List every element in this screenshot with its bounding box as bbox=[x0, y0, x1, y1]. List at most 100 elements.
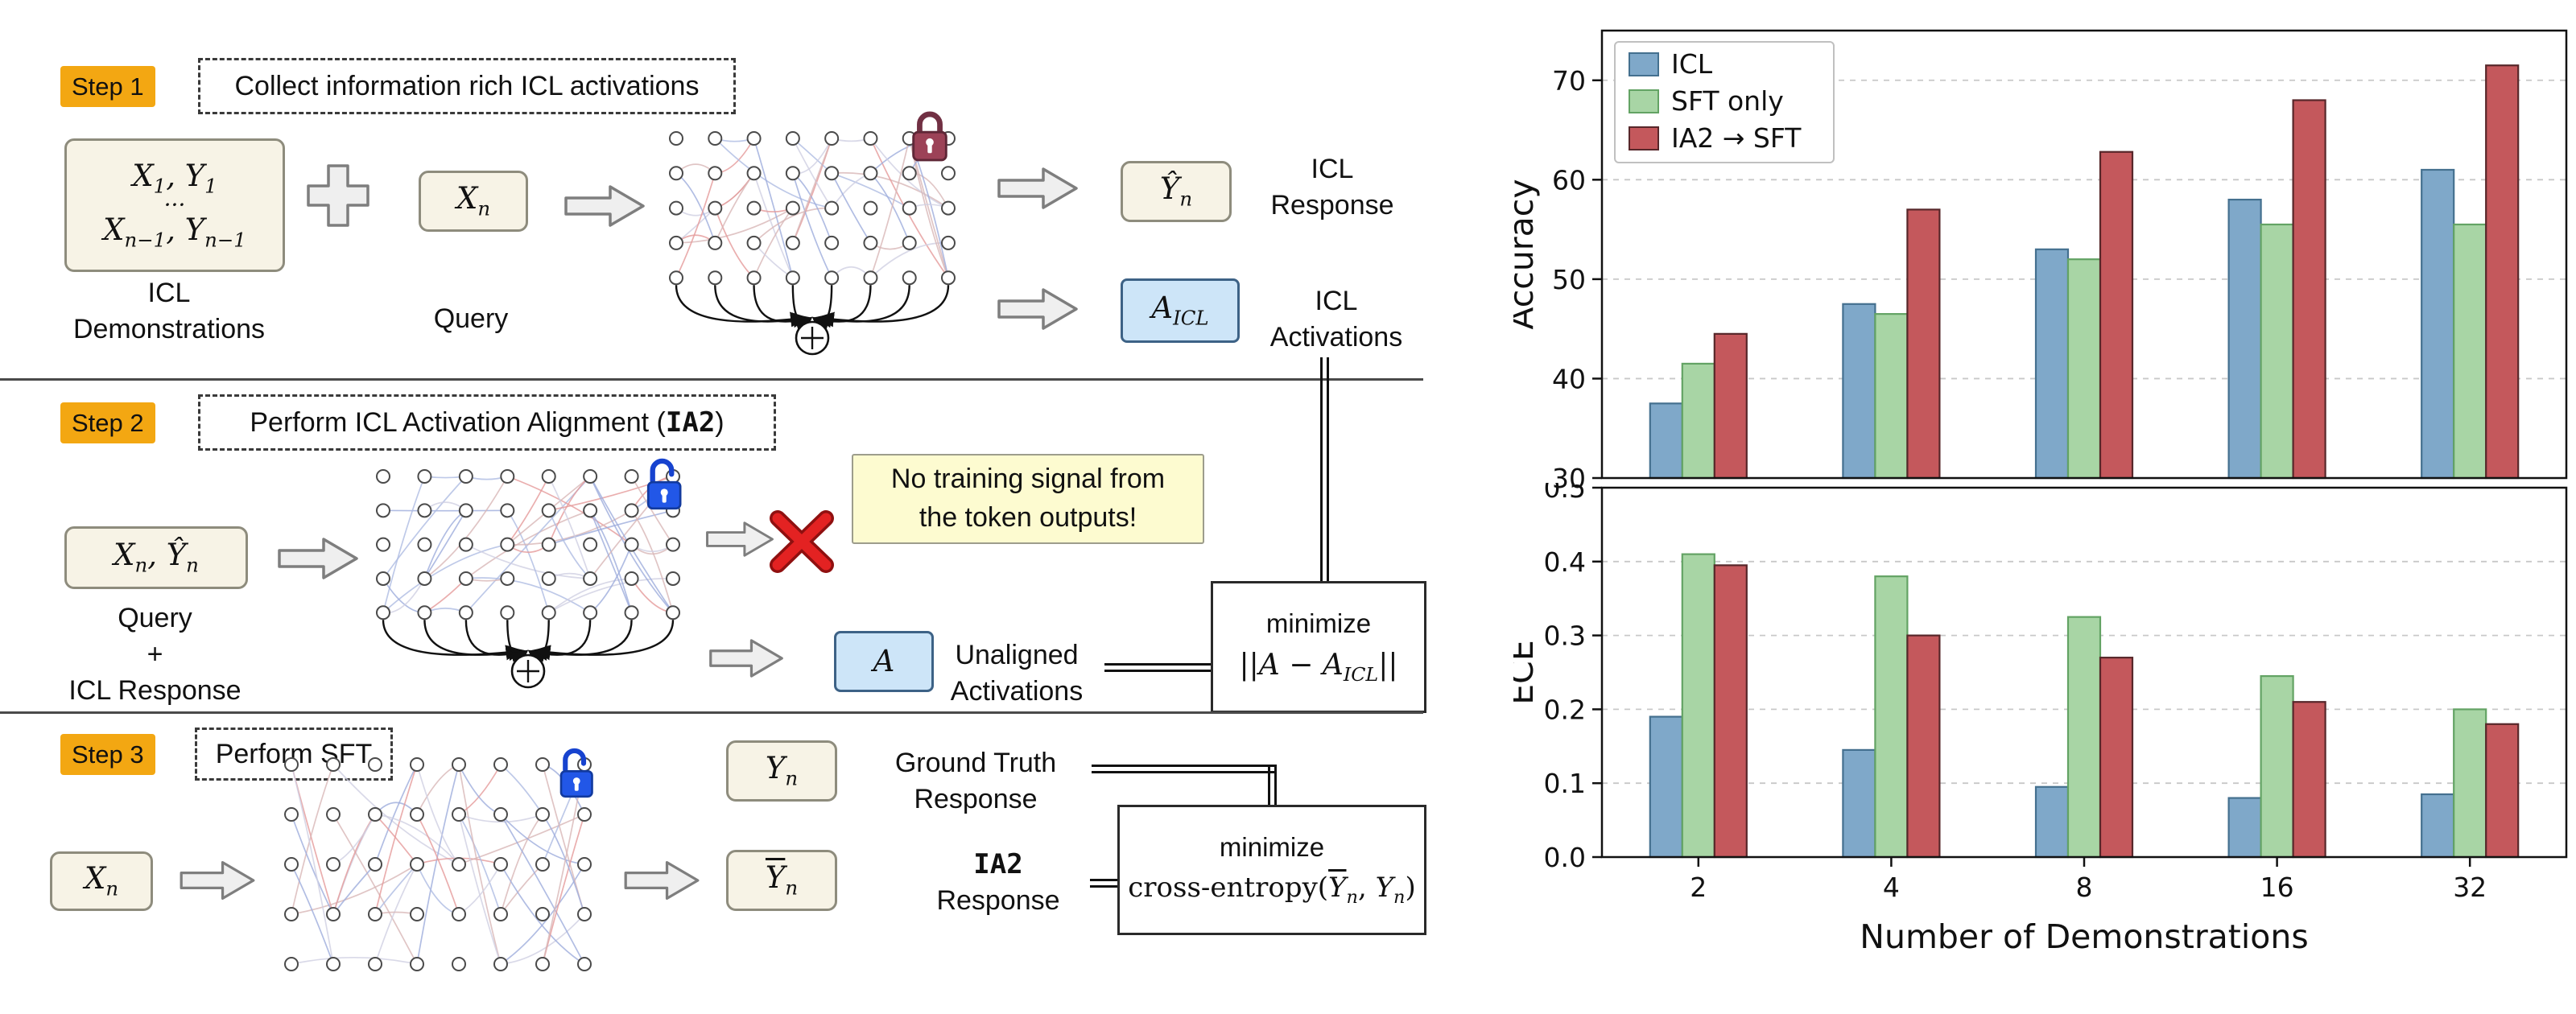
icl-response-value: Ŷn bbox=[1159, 171, 1193, 211]
accuracy-chart: 30 40 50 60 70 Accuracy ICL SFT only IA2 → SFT bbox=[1513, 29, 2568, 489]
query-value: Xn bbox=[456, 181, 491, 221]
no-training-signal-note: No training signal from the token output… bbox=[852, 454, 1204, 544]
svg-text:IA2 → SFT: IA2 → SFT bbox=[1671, 122, 1802, 154]
results-charts: 30 40 50 60 70 Accuracy ICL SFT only IA2 → SFT 2… bbox=[1513, 0, 2576, 1014]
sft-output-box: Yn bbox=[726, 850, 837, 911]
ia2-loss-expression: ||A − AICL|| bbox=[1239, 648, 1398, 686]
step2-title: Perform ICL Activation Alignment (IA2) bbox=[198, 394, 776, 451]
ia2-code: IA2 bbox=[665, 406, 716, 439]
svg-text:0.0: 0.0 bbox=[1544, 842, 1586, 873]
lock-closed-icon bbox=[906, 106, 953, 166]
label-line: ICL bbox=[147, 278, 191, 308]
minimize-title: minimize bbox=[1219, 831, 1325, 862]
label-line: Demonstrations bbox=[72, 313, 266, 344]
svg-text:50: 50 bbox=[1552, 264, 1586, 295]
svg-text:40: 40 bbox=[1552, 363, 1586, 394]
sft-loss-expression: cross-entropy(Yn, Yn) bbox=[1128, 871, 1416, 908]
minimize-title: minimize bbox=[1265, 608, 1372, 638]
svg-text:32: 32 bbox=[2453, 872, 2487, 903]
connector-double-line bbox=[1268, 765, 1277, 805]
flow-arrow-icon bbox=[277, 534, 359, 583]
ground-truth-label: Ground Truth Response bbox=[863, 745, 1088, 818]
svg-text:16: 16 bbox=[2260, 872, 2294, 903]
svg-text:60: 60 bbox=[1552, 164, 1586, 196]
query-response-label: Query + ICL Response bbox=[52, 600, 258, 709]
query-box: Xn bbox=[419, 171, 528, 232]
lock-open-icon bbox=[555, 742, 601, 803]
note-line: No training signal from bbox=[890, 464, 1166, 495]
flow-arrow-icon bbox=[179, 858, 256, 903]
lock-open-icon bbox=[642, 452, 689, 515]
icl-activations-label: ICL Activations bbox=[1244, 283, 1429, 356]
llm-network-sft bbox=[279, 753, 597, 977]
llm-network-frozen bbox=[663, 127, 961, 359]
svg-text:0.5: 0.5 bbox=[1544, 483, 1586, 504]
icl-activations-box: AICL bbox=[1121, 278, 1240, 343]
ia2-loss-box: minimize ||A − AICL|| bbox=[1211, 581, 1426, 713]
icl-demonstrations-label: ICL Demonstrations bbox=[48, 275, 290, 348]
unaligned-activations-box: A bbox=[834, 631, 934, 692]
label-line: Activations bbox=[1269, 321, 1403, 352]
plus-icon bbox=[302, 159, 374, 232]
svg-text:70: 70 bbox=[1552, 65, 1586, 97]
label-line: ICL bbox=[1315, 286, 1358, 316]
svg-text:8: 8 bbox=[2076, 872, 2093, 903]
flow-arrow-icon bbox=[708, 636, 784, 681]
sft-input-box: Xn bbox=[50, 851, 153, 911]
connector-double-line bbox=[1104, 663, 1211, 672]
ground-truth-value: Yn bbox=[765, 751, 799, 790]
svg-text:4: 4 bbox=[1883, 872, 1900, 903]
svg-text:0.3: 0.3 bbox=[1544, 620, 1586, 652]
demo-pair-first: X1, Y1 bbox=[132, 158, 217, 198]
label-line: Response bbox=[914, 783, 1038, 814]
step2-badge: Step 2 bbox=[60, 402, 155, 443]
svg-text:0.2: 0.2 bbox=[1544, 694, 1586, 725]
flow-arrow-icon bbox=[997, 285, 1079, 333]
step-divider bbox=[0, 378, 1423, 381]
flow-arrow-icon bbox=[564, 182, 646, 230]
label-line: Unaligned bbox=[955, 640, 1079, 670]
label-line: ICL Response bbox=[68, 674, 242, 706]
step1-badge: Step 1 bbox=[60, 66, 155, 107]
blocked-signal-x-icon bbox=[766, 505, 837, 576]
label-line: Query bbox=[118, 603, 192, 633]
label-line: ICL bbox=[1311, 154, 1354, 184]
label-line: ) bbox=[715, 406, 724, 438]
icl-demonstrations-box: X1, Y1 ··· Xn−1, Yn−1 bbox=[64, 138, 285, 272]
ground-truth-box: Yn bbox=[726, 740, 837, 802]
flow-arrow-icon bbox=[623, 858, 700, 903]
ia2-code: IA2 bbox=[973, 848, 1023, 880]
connector-double-line bbox=[1092, 765, 1277, 773]
icl-response-label: ICL Response bbox=[1244, 151, 1421, 224]
svg-text:0.4: 0.4 bbox=[1544, 546, 1586, 578]
label-line: Ground Truth bbox=[894, 748, 1057, 778]
label-line: Response bbox=[1270, 189, 1394, 221]
unaligned-activations-value: A bbox=[873, 643, 895, 678]
svg-text:ICL: ICL bbox=[1671, 48, 1713, 80]
connector-double-line bbox=[1320, 357, 1329, 581]
label-line: Activations bbox=[950, 675, 1084, 707]
label-line: + bbox=[147, 638, 163, 670]
flow-arrow-icon bbox=[705, 518, 774, 560]
flow-arrow-icon bbox=[997, 164, 1079, 212]
demo-pair-last: Xn−1, Yn−1 bbox=[103, 212, 246, 252]
step1-title: Collect information rich ICL activations bbox=[198, 58, 736, 114]
svg-text:0.1: 0.1 bbox=[1544, 768, 1586, 799]
step3-badge: Step 3 bbox=[60, 734, 155, 775]
llm-network-trainable bbox=[370, 465, 686, 692]
demo-ellipsis: ··· bbox=[163, 192, 186, 219]
svg-text:30: 30 bbox=[1552, 463, 1586, 489]
ia2-response-label: IA2 Response bbox=[910, 847, 1087, 919]
query-label: Query bbox=[433, 303, 509, 334]
sft-output-value: Yn bbox=[765, 860, 799, 900]
svg-text:Accuracy: Accuracy bbox=[1513, 179, 1541, 329]
sft-loss-box: minimize cross-entropy(Yn, Yn) bbox=[1117, 805, 1426, 935]
query-response-value: Xn, Ŷn bbox=[114, 538, 199, 577]
svg-text:ECE: ECE bbox=[1513, 640, 1541, 704]
note-line: the token outputs! bbox=[919, 502, 1137, 533]
svg-text:Number of Demonstrations: Number of Demonstrations bbox=[1860, 917, 2308, 956]
label-line: Perform ICL Activation Alignment ( bbox=[250, 406, 666, 438]
unaligned-activations-label: Unaligned Activations bbox=[932, 637, 1101, 710]
ece-chart: 2 4 8 16 32 0.0 0.1 0.2 0.3 0.4 0.5 ECE Number of De… bbox=[1513, 483, 2568, 956]
